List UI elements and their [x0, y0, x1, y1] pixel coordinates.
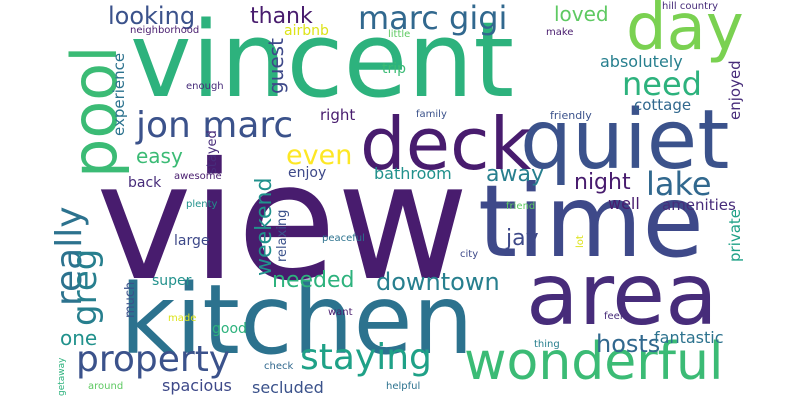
word-around: around — [88, 381, 124, 392]
word-night: night — [574, 170, 631, 195]
word-thing: thing — [534, 339, 560, 350]
word-enough: enough — [186, 81, 224, 92]
word-amenities: amenities — [662, 196, 736, 214]
word-absolutely: absolutely — [600, 52, 683, 71]
word-staying: staying — [300, 337, 432, 378]
word-city: city — [460, 249, 479, 260]
word-fantastic: fantastic — [654, 328, 724, 347]
word-need: need — [622, 65, 702, 103]
word-relaxing: relaxing — [275, 209, 290, 262]
word-large: large — [174, 233, 210, 249]
word-right: right — [320, 106, 356, 124]
word-family: family — [416, 109, 447, 120]
word-quiet: quiet — [520, 93, 730, 188]
word-area: area — [526, 245, 718, 345]
word-experience: experience — [110, 52, 128, 136]
word-secluded: secluded — [252, 378, 324, 397]
word-even: even — [286, 140, 353, 171]
word-property: property — [76, 339, 231, 380]
word-downtown: downtown — [376, 268, 500, 296]
word-want: want — [328, 307, 353, 318]
word-getaway: getaway — [57, 357, 67, 397]
word-one: one — [60, 326, 98, 350]
word-little: little — [388, 29, 411, 40]
word-jon-marc: jon marc — [136, 105, 294, 146]
word-marc-gigi: marc gigi — [358, 0, 508, 37]
word-peaceful: peaceful — [322, 233, 365, 244]
word-neighborhood: neighborhood — [130, 25, 200, 36]
word-feel: feel — [604, 311, 623, 322]
word-loved: loved — [554, 2, 609, 26]
word-make: make — [546, 27, 574, 38]
word-enjoyed: enjoyed — [726, 60, 744, 120]
word-greg: greg — [65, 248, 105, 326]
word-well: well — [608, 194, 640, 213]
word-bathroom: bathroom — [374, 164, 452, 183]
word-vincent: vincent — [130, 0, 515, 121]
word-much: much — [123, 281, 138, 318]
word-spacious: spacious — [162, 376, 232, 395]
word-deck: deck — [360, 102, 532, 186]
word-made: made — [168, 313, 197, 324]
word-awesome: awesome — [174, 171, 222, 182]
word-friend: friend — [506, 201, 536, 212]
word-cottage: cottage — [634, 96, 692, 114]
word-check: check — [264, 361, 294, 372]
word-good: good — [212, 321, 247, 337]
word-looking: looking — [108, 2, 196, 30]
word-needed: needed — [272, 268, 355, 293]
word-enjoy: enjoy — [288, 165, 327, 181]
word-airbnb: airbnb — [284, 23, 329, 39]
word-trip: trip — [382, 61, 407, 77]
word-plenty: plenty — [186, 199, 218, 210]
word-guest: guest — [264, 38, 288, 94]
word-lot: lot — [575, 235, 586, 248]
word-friendly: friendly — [550, 109, 592, 122]
word-stayed: stayed — [205, 130, 220, 174]
word-hill-country: hill country — [662, 1, 719, 12]
word-wonderful: wonderful — [464, 332, 724, 392]
word-weekend: weekend — [252, 177, 277, 276]
word-view: view — [96, 129, 470, 317]
word-jay: jay — [506, 226, 539, 251]
word-time: time — [478, 163, 704, 280]
word-thank: thank — [250, 4, 313, 29]
word-easy: easy — [136, 144, 183, 168]
word-back: back — [128, 175, 162, 191]
word-helpful: helpful — [386, 381, 421, 392]
word-lake: lake — [646, 165, 712, 203]
word-kitchen: kitchen — [120, 264, 474, 376]
word-private: private — [726, 208, 744, 262]
word-super: super — [152, 273, 192, 289]
word-hosts: hosts — [596, 330, 661, 358]
word-away: away — [486, 162, 544, 187]
word-day: day — [626, 0, 744, 65]
